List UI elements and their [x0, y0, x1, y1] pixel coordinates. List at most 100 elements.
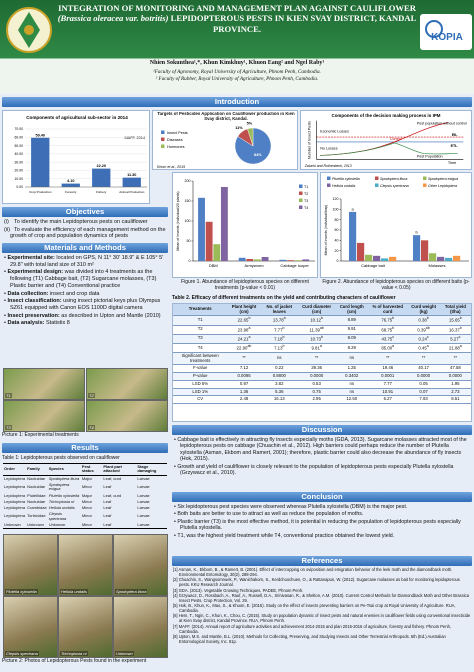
table-row: Lepidoptera Crambidae Hellula undalis Minor…	[3, 505, 167, 511]
column-header: % of harvested curd	[368, 304, 408, 317]
cell-value: 1.36	[239, 388, 249, 394]
bar	[373, 255, 381, 261]
table-cell: Lepidoptera	[4, 504, 26, 510]
cell-value: 43.75	[381, 336, 393, 342]
photo: T3	[3, 400, 85, 432]
chart-source: Khom et al., 2015	[157, 165, 185, 169]
table-cell: ns	[335, 352, 369, 366]
conclusion-point: Both baits are better to use to attract …	[173, 511, 471, 517]
cell-value: 68.75	[381, 327, 393, 332]
cell-letter: b	[392, 325, 395, 330]
picture-caption: Picture 2: Photos of Lepidopterous Pests…	[2, 658, 147, 664]
reference: [7] MAFF. (2014). Annual report of agric…	[173, 623, 452, 634]
cell-value: 9.91	[347, 326, 356, 332]
cell-letter: b	[282, 343, 285, 348]
cell-letter: b	[426, 316, 429, 321]
method-text: insect and crop data	[48, 290, 100, 297]
cell-value: **	[242, 355, 246, 361]
subsector-chart: Components of agricultural sub-sector in…	[2, 110, 150, 204]
cell-letter: c	[458, 334, 461, 339]
y-tick-label: 20	[335, 249, 339, 253]
table-cell: 23.98a	[227, 325, 261, 335]
photo: T4	[86, 400, 168, 432]
bar	[365, 254, 373, 261]
cell-value: 0.24	[418, 336, 427, 342]
photo: Trichoplusia ni	[58, 596, 113, 658]
table-cell: 85.00a	[368, 343, 408, 354]
table-cell: T4	[173, 343, 228, 354]
table-cell: **	[297, 352, 336, 366]
controlled-curve	[320, 142, 458, 156]
table-cell: Leaf, curd	[103, 475, 122, 481]
cell-value: 5.36	[275, 388, 284, 394]
photo-label: Plutella xylostella	[5, 589, 38, 594]
table-cell: Trichoplusia ni	[48, 498, 75, 504]
table-cell: 10.73b	[297, 334, 336, 344]
table-cell: 16.13	[260, 395, 298, 405]
method: Insect preservation: as described in Upt…	[3, 313, 167, 320]
table-cell: Noctuidae	[27, 498, 46, 504]
table-cell: 0.45a	[407, 343, 440, 354]
table-cell: Larvae	[137, 498, 150, 504]
table-cell: F-value	[173, 364, 228, 374]
title-part: INTEGRATION OF MONITORING AND MANAGEMENT…	[58, 3, 416, 13]
table-cell: 7.77	[368, 380, 408, 389]
table-cell: Larvae	[137, 492, 150, 498]
bar	[413, 235, 421, 261]
x-tick-label: Molasses	[429, 263, 446, 268]
column-header: No. of jacket leaves	[260, 304, 298, 317]
legend-label: T4	[304, 206, 308, 210]
table-cell: Lepidoptera	[4, 498, 26, 504]
table-cell: 0.0000	[297, 372, 336, 381]
table-cell: Spodoptera litura	[48, 475, 80, 481]
cell-value: 22.65	[237, 317, 249, 323]
y-tick-label: 200	[185, 179, 191, 183]
legend-label: Other Lepidoptera	[428, 184, 457, 188]
legend-swatch	[299, 191, 303, 195]
diagram-source: Zalucki and Rothenbeck, 2013	[304, 164, 352, 168]
column-header: Total yield (t/ha)	[439, 304, 471, 317]
bar	[246, 259, 254, 261]
slice-label: 5%	[247, 122, 253, 126]
university-logo	[6, 7, 52, 53]
table-cell: Spodoptera exigua	[48, 481, 70, 492]
y-tick-label: 80	[335, 218, 339, 222]
table-cell: **	[227, 352, 261, 366]
y-tick-label: 120	[333, 197, 339, 201]
table-cell: Noctuidae	[27, 484, 46, 490]
cell-value: LSD 1%	[192, 388, 209, 394]
slice-label: 11%	[235, 126, 243, 130]
bar	[213, 244, 221, 261]
table-cell: 12.50	[335, 395, 369, 405]
cell-value: 1.95	[451, 380, 460, 386]
table-cell: 0.97	[227, 380, 261, 389]
cell-value: 13.78	[272, 317, 284, 323]
reference: [3] GDA. (2013). Vegetable Growing Techn…	[173, 587, 304, 593]
cell-value: 0.75	[312, 388, 321, 394]
table-row: CV 2.48 16.13 2.95 12.50 6.27 7.93 8.51	[173, 395, 471, 405]
table-cell: Minor	[81, 513, 92, 519]
table-cell: 0.0001	[368, 372, 408, 381]
method-text: was divided into 4 treatments as the fol…	[10, 269, 157, 289]
cell-value: F-value	[193, 365, 208, 371]
table-cell: 5.36	[260, 388, 298, 397]
table-cell: 7.12	[227, 364, 261, 374]
table-cell: 22.65b	[227, 315, 261, 326]
y-tick-label: 40	[335, 239, 339, 243]
y-tick-label: 0.00	[16, 185, 23, 189]
table-cell: 13.78a	[260, 315, 298, 326]
table-cell: 0.53	[297, 380, 336, 389]
table-cell: Leaf	[103, 498, 112, 504]
cell-value: 8.29	[347, 344, 356, 350]
column-header: Family	[26, 463, 48, 476]
cell-value: 7.12	[239, 365, 249, 371]
method-label: Insect classification:	[7, 298, 62, 305]
legend-label: Spodoptera litura	[380, 177, 407, 181]
cell-letter: ab	[247, 343, 252, 348]
cell-value: 16.13	[273, 396, 285, 402]
uncontrolled-curve	[320, 122, 448, 156]
cell-letter: a	[248, 334, 251, 339]
method-label: Experimental site:	[7, 255, 55, 261]
method-label: Experimental design:	[7, 269, 64, 276]
table-cell: 5.27c	[439, 334, 471, 344]
